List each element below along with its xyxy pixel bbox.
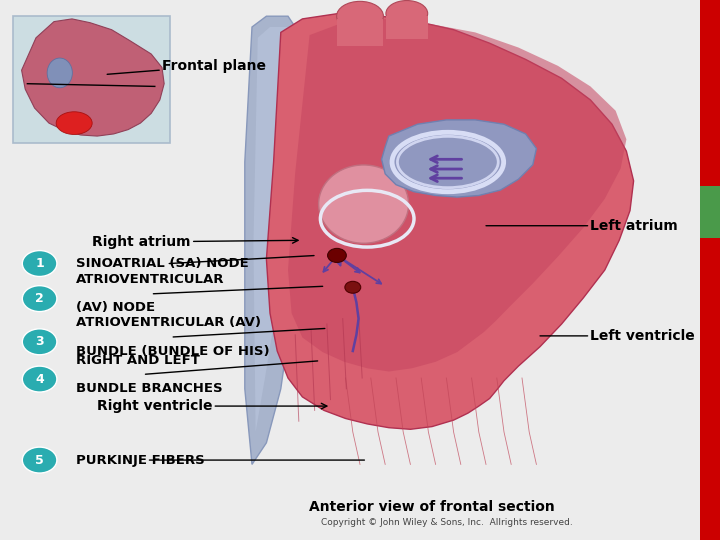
Text: BUNDLE (BUNDLE OF HIS): BUNDLE (BUNDLE OF HIS) <box>76 345 269 357</box>
Polygon shape <box>382 120 536 197</box>
Ellipse shape <box>319 165 409 243</box>
Bar <box>386 16 428 39</box>
Circle shape <box>22 286 57 312</box>
Text: Anterior view of frontal section: Anterior view of frontal section <box>309 500 555 514</box>
Text: Right ventricle: Right ventricle <box>97 399 327 413</box>
Text: BUNDLE BRANCHES: BUNDLE BRANCHES <box>76 382 222 395</box>
Circle shape <box>22 251 57 276</box>
Ellipse shape <box>48 58 73 87</box>
Bar <box>13 16 170 143</box>
Text: ATRIOVENTRICULAR: ATRIOVENTRICULAR <box>76 273 224 286</box>
Circle shape <box>22 329 57 355</box>
Polygon shape <box>288 19 626 372</box>
Circle shape <box>345 281 361 293</box>
Bar <box>700 0 720 540</box>
Circle shape <box>22 447 57 473</box>
Text: PURKINJE FIBERS: PURKINJE FIBERS <box>76 454 204 467</box>
Text: 3: 3 <box>35 335 44 348</box>
Text: ATRIOVENTRICULAR (AV): ATRIOVENTRICULAR (AV) <box>76 316 261 329</box>
Text: RIGHT AND LEFT: RIGHT AND LEFT <box>76 354 199 367</box>
Polygon shape <box>245 16 301 464</box>
Text: Copyright © John Wiley & Sons, Inc.  Allrights reserved.: Copyright © John Wiley & Sons, Inc. Allr… <box>320 518 572 527</box>
Ellipse shape <box>386 1 428 26</box>
Ellipse shape <box>337 2 384 31</box>
Text: (AV) NODE: (AV) NODE <box>76 301 155 314</box>
Text: Frontal plane: Frontal plane <box>107 59 266 75</box>
Text: 4: 4 <box>35 373 44 386</box>
Polygon shape <box>22 19 164 136</box>
Ellipse shape <box>56 112 92 134</box>
Bar <box>337 19 383 46</box>
Bar <box>700 186 720 238</box>
Text: Right atrium: Right atrium <box>92 235 298 249</box>
Text: 1: 1 <box>35 257 44 270</box>
Circle shape <box>22 366 57 392</box>
Text: 2: 2 <box>35 292 44 305</box>
Text: SINOATRIAL (SA) NODE: SINOATRIAL (SA) NODE <box>76 257 248 270</box>
Polygon shape <box>266 14 634 429</box>
Circle shape <box>328 248 346 262</box>
Text: Left atrium: Left atrium <box>486 219 678 233</box>
Polygon shape <box>253 27 297 432</box>
Text: 5: 5 <box>35 454 44 467</box>
Text: Left ventricle: Left ventricle <box>540 329 695 343</box>
